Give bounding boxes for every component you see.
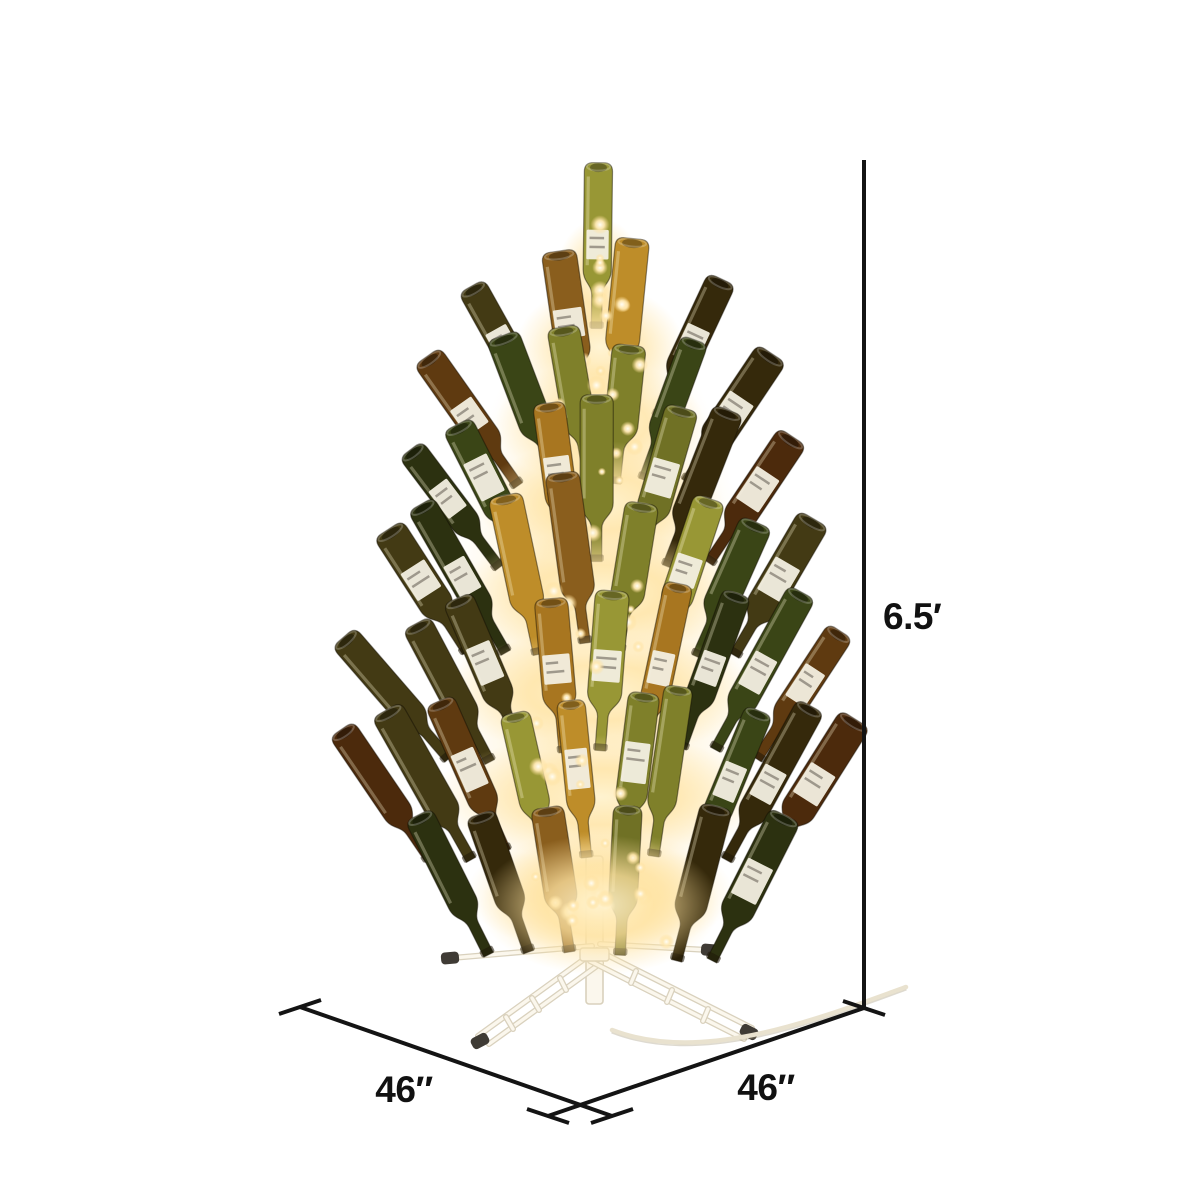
wine-bottle <box>751 625 851 763</box>
width-dimension-line <box>299 1005 613 1118</box>
height-dimension-label: 6.5′ <box>883 596 942 637</box>
wine-bottle <box>720 701 822 864</box>
wine-bottle <box>728 512 827 659</box>
power-cord <box>609 984 909 1045</box>
width-dimension-label: 46″ <box>375 1069 433 1110</box>
depth-dimension-label: 46″ <box>737 1067 795 1108</box>
dimension-annotations: 6.5′ 46″ 46″ <box>278 160 942 1125</box>
wine-bottle <box>706 809 799 964</box>
depth-line-end-tick <box>842 999 886 1017</box>
product-photo <box>331 161 909 1050</box>
wine-bottle <box>444 593 527 748</box>
wine-bottle <box>646 684 693 858</box>
wine-bottle <box>401 443 505 572</box>
width-line-end-tick <box>590 1107 634 1125</box>
wine-bottle <box>703 430 805 567</box>
depth-line-start-tick <box>526 1107 570 1125</box>
width-line-start-tick <box>278 998 322 1016</box>
depth-dimension-line <box>547 1006 865 1118</box>
wine-bottle <box>334 629 454 763</box>
wine-bottle <box>407 810 495 958</box>
wine-bottle <box>374 704 477 864</box>
